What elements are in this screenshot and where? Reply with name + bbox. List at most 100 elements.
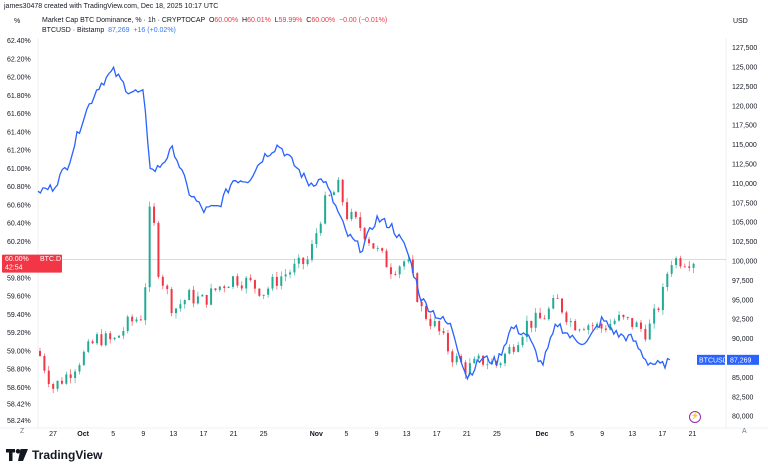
candle-body xyxy=(460,356,463,363)
right-tick-label: 117,500 xyxy=(732,123,757,130)
candle-body xyxy=(100,334,103,346)
candle-body xyxy=(653,308,656,324)
candle-body xyxy=(249,277,252,281)
candle-body xyxy=(644,328,647,340)
candle-body xyxy=(464,362,467,374)
candle-body xyxy=(455,356,458,363)
candle-body xyxy=(214,288,217,290)
left-tick-label: 58.42% xyxy=(7,401,31,408)
left-tick-label: 58.24% xyxy=(7,418,31,425)
right-tick-label: 85,000 xyxy=(732,375,754,382)
candle-body xyxy=(569,321,572,323)
candle-body xyxy=(473,358,476,364)
right-axis-unit[interactable]: USD xyxy=(733,18,748,25)
left-tick-label: 61.00% xyxy=(7,166,31,173)
candle-body xyxy=(245,277,248,289)
candle-body xyxy=(192,289,195,304)
candle-body xyxy=(433,321,436,327)
candle-body xyxy=(166,285,169,290)
candle-body xyxy=(293,263,296,273)
candle-body xyxy=(688,266,691,268)
candle-body xyxy=(596,323,599,326)
legend-high-value: 60.01% xyxy=(247,17,271,24)
candle-body xyxy=(310,244,313,260)
candle-body xyxy=(626,317,629,318)
auto-scale-a[interactable]: A xyxy=(742,428,747,435)
candle-body xyxy=(153,206,156,223)
right-tick-label: 107,500 xyxy=(732,200,757,207)
candle-body xyxy=(275,276,278,286)
candle-body xyxy=(574,321,577,331)
candle-body xyxy=(477,355,480,359)
candle-body xyxy=(148,206,151,288)
time-tick-label: Nov xyxy=(310,431,323,438)
candle-body xyxy=(82,351,85,366)
time-tick-label: 5 xyxy=(570,431,574,438)
time-tick-label: Oct xyxy=(77,431,89,438)
time-tick-label: 17 xyxy=(658,431,666,438)
time-tick-label: 21 xyxy=(689,431,697,438)
left-tick-label: 60.80% xyxy=(7,184,31,191)
legend-dominance[interactable]: Market Cap BTC Dominance, % · 1h · CRYPT… xyxy=(42,17,388,24)
candle-body xyxy=(486,364,489,366)
time-tick-label: 21 xyxy=(230,431,238,438)
time-tick-label: 17 xyxy=(200,431,208,438)
candle-body xyxy=(368,239,370,244)
legend-h-label: H xyxy=(242,17,248,24)
right-tick-label: 92,500 xyxy=(732,317,754,324)
candle-body xyxy=(104,333,107,346)
candle-body xyxy=(521,337,524,346)
candle-body xyxy=(135,319,138,322)
candle-body xyxy=(591,325,594,327)
candle-body xyxy=(499,363,502,366)
candle-body xyxy=(196,296,199,304)
right-tick-label: 95,000 xyxy=(732,297,754,304)
time-tick-label: Dec xyxy=(536,431,549,438)
legend-btcusd-price: 87,269 xyxy=(108,27,130,34)
legend-btcusd-name: BTCUSD xyxy=(42,27,71,34)
candle-body xyxy=(631,317,634,328)
candle-body xyxy=(556,298,559,299)
time-tick-label: 13 xyxy=(628,431,636,438)
time-tick-label: 17 xyxy=(433,431,441,438)
candle-body xyxy=(618,314,621,321)
candle-body xyxy=(201,294,204,297)
time-tick-label: 25 xyxy=(493,431,501,438)
legend-open-value: 60.00% xyxy=(214,17,239,24)
time-tick-label: 5 xyxy=(111,431,115,438)
left-tick-label: 61.20% xyxy=(7,148,31,155)
candle-body xyxy=(223,286,226,289)
candle-body xyxy=(372,243,375,249)
candle-body xyxy=(218,286,221,290)
tradingview-logo[interactable]: TradingView xyxy=(6,448,102,462)
left-tick-label: 62.00% xyxy=(7,75,31,82)
right-tick-label: 122,500 xyxy=(732,84,757,91)
candle-body xyxy=(354,211,357,218)
candle-body xyxy=(547,308,550,320)
right-tick-label: 105,000 xyxy=(732,220,757,227)
candle-body xyxy=(91,341,94,344)
candle-body xyxy=(385,250,388,268)
left-tick-label: 59.20% xyxy=(7,330,31,337)
candle-body xyxy=(411,259,414,274)
candle-body xyxy=(451,351,454,363)
candle-body xyxy=(240,285,243,289)
lightning-icon[interactable]: ⚡ xyxy=(689,411,701,423)
right-tick-label: 125,000 xyxy=(732,65,757,72)
auto-scale-z[interactable]: Z xyxy=(20,428,25,435)
candle-body xyxy=(425,306,428,319)
left-tick-label: 59.60% xyxy=(7,294,31,301)
right-tick-label: 102,500 xyxy=(732,239,757,246)
btcusd-badge-symbol: BTCUSD xyxy=(699,357,728,364)
candle-body xyxy=(552,298,555,309)
dominance-badge-symbol: BTC.D xyxy=(40,256,61,263)
legend-l-label: L xyxy=(274,17,279,24)
candle-body xyxy=(600,323,603,329)
right-tick-label: 82,500 xyxy=(732,394,754,401)
candle-body xyxy=(236,276,239,286)
legend-btcusd[interactable]: BTCUSD · Bitstamp 87,269 +16 (+0.02%) xyxy=(42,27,176,34)
candle-body xyxy=(561,298,564,313)
legend-dominance-name: Market Cap BTC Dominance, % xyxy=(42,17,142,24)
legend-btcusd-change: +16 (+0.02%) xyxy=(133,27,176,34)
